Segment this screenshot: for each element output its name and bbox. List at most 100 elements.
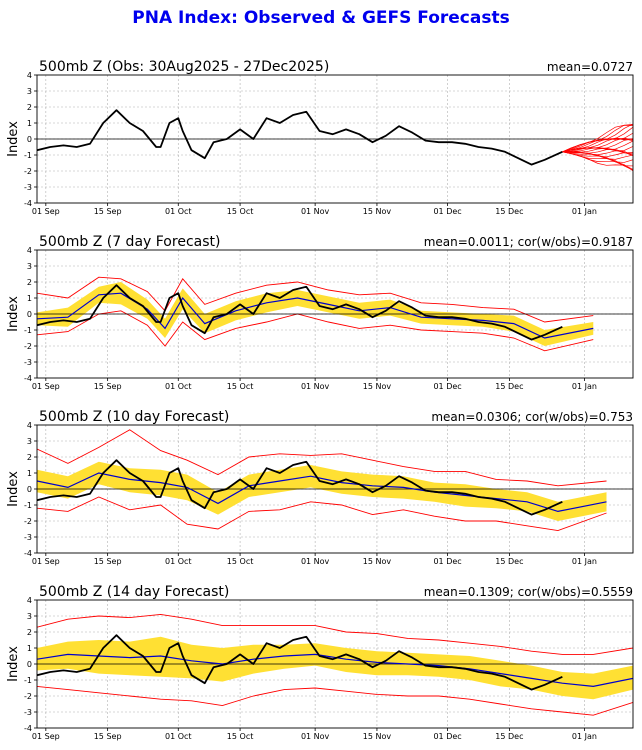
ensemble-mean-line <box>37 292 594 339</box>
y-tick-label: -1 <box>24 326 32 335</box>
x-tick-label: 15 Nov <box>363 732 392 741</box>
y-tick-label: 3 <box>27 87 32 96</box>
x-tick-label: 15 Sep <box>94 557 122 566</box>
x-tick-label: 15 Dec <box>495 557 523 566</box>
y-tick-label: 1 <box>27 294 32 303</box>
panel-stats: mean=0.1309; cor(w/obs)=0.5559 <box>424 585 633 599</box>
x-tick-label: 01 Dec <box>433 207 461 216</box>
gefs-member-line <box>562 151 633 160</box>
x-tick-label: 01 Sep <box>32 207 60 216</box>
y-tick-label: -3 <box>24 533 32 542</box>
ensemble-min-line <box>37 685 633 716</box>
panel-title: 500mb Z (7 day Forecast) <box>39 234 220 250</box>
x-tick-label: 15 Sep <box>94 207 122 216</box>
x-tick-label: 15 Dec <box>495 382 523 391</box>
x-tick-label: 01 Dec <box>433 732 461 741</box>
x-tick-label: 01 Jan <box>572 382 597 391</box>
y-tick-label: 2 <box>27 103 32 112</box>
x-tick-label: 01 Nov <box>301 207 330 216</box>
ensemble-spread-band <box>37 636 633 700</box>
y-tick-label: 2 <box>27 453 32 462</box>
x-tick-label: 15 Sep <box>94 732 122 741</box>
panel-title: 500mb Z (10 day Forecast) <box>39 409 229 425</box>
ensemble-max-line <box>37 613 633 655</box>
panel-stats: mean=0.0306; cor(w/obs)=0.753 <box>431 410 633 424</box>
panel-1: 500mb Z (Obs: 30Aug2025 - 27Dec2025) mean… <box>6 59 634 216</box>
x-tick-label: 15 Nov <box>363 207 392 216</box>
x-tick-label: 15 Dec <box>495 207 523 216</box>
x-tick-label: 15 Sep <box>94 382 122 391</box>
y-tick-label: 4 <box>27 421 32 430</box>
gefs-member-line <box>562 124 633 153</box>
x-tick-label: 01 Jan <box>572 557 597 566</box>
x-tick-label: 01 Dec <box>433 382 461 391</box>
y-tick-label: -4 <box>24 374 32 383</box>
y-axis-label: Index <box>6 646 21 682</box>
y-tick-label: -1 <box>24 676 32 685</box>
x-tick-label: 01 Sep <box>32 557 60 566</box>
y-tick-label: -4 <box>24 199 32 208</box>
x-tick-label: 15 Oct <box>227 207 254 216</box>
plot-data <box>37 613 633 716</box>
y-tick-label: -2 <box>24 167 32 176</box>
ensemble-max-line <box>37 429 607 487</box>
x-tick-label: 01 Nov <box>301 557 330 566</box>
y-tick-label: -2 <box>24 342 32 351</box>
plot-frame <box>36 74 634 204</box>
y-tick-label: 4 <box>27 71 32 80</box>
y-tick-label: -3 <box>24 358 32 367</box>
observed-line <box>37 284 563 341</box>
y-tick-label: -1 <box>24 501 32 510</box>
x-tick-label: 01 Sep <box>32 382 60 391</box>
y-tick-label: 1 <box>27 469 32 478</box>
ensemble-min-line <box>37 310 594 352</box>
y-tick-label: -3 <box>24 183 32 192</box>
x-tick-label: 01 Oct <box>165 732 192 741</box>
ensemble-spread-band <box>37 461 607 521</box>
y-tick-label: 2 <box>27 278 32 287</box>
x-tick-label: 01 Dec <box>433 557 461 566</box>
x-tick-label: 15 Oct <box>227 732 254 741</box>
plot-frame <box>36 424 634 554</box>
panel-stats: mean=0.0727 <box>547 60 633 74</box>
y-tick-label: 3 <box>27 262 32 271</box>
observed-line <box>37 459 563 516</box>
panel-title: 500mb Z (14 day Forecast) <box>39 584 229 600</box>
y-axis-label: Index <box>6 121 21 157</box>
ensemble-mean-line <box>37 653 633 688</box>
observed-line <box>37 109 563 166</box>
plot-data <box>37 429 633 532</box>
y-axis-label: Index <box>6 296 21 332</box>
x-tick-label: 15 Oct <box>227 382 254 391</box>
y-tick-label: 0 <box>27 310 32 319</box>
x-tick-label: 01 Nov <box>301 732 330 741</box>
x-tick-label: 01 Oct <box>165 207 192 216</box>
x-tick-label: 01 Jan <box>572 207 597 216</box>
plot-data <box>37 109 633 172</box>
figure-title: PNA Index: Observed & GEFS Forecasts <box>132 8 510 28</box>
y-tick-label: -2 <box>24 517 32 526</box>
x-tick-label: 01 Jan <box>572 732 597 741</box>
x-tick-label: 01 Oct <box>165 382 192 391</box>
ensemble-mean-line <box>37 472 607 513</box>
y-tick-label: 0 <box>27 485 32 494</box>
gefs-member-line <box>562 126 633 153</box>
x-tick-label: 01 Oct <box>165 557 192 566</box>
panel-4: 500mb Z (14 day Forecast) mean=0.1309; co… <box>6 584 634 741</box>
y-tick-label: 4 <box>27 596 32 605</box>
gefs-member-line <box>562 147 633 154</box>
x-tick-label: 15 Nov <box>363 557 392 566</box>
panel-stats: mean=0.0011; cor(w/obs)=0.9187 <box>424 235 633 249</box>
y-tick-label: 3 <box>27 612 32 621</box>
panel-2: 500mb Z (7 day Forecast) mean=0.0011; cor… <box>6 234 634 391</box>
plot-frame <box>36 599 634 729</box>
x-tick-label: 01 Nov <box>301 382 330 391</box>
y-tick-label: 0 <box>27 660 32 669</box>
y-axis-label: Index <box>6 471 21 507</box>
y-tick-label: 0 <box>27 135 32 144</box>
y-tick-label: -4 <box>24 549 32 558</box>
y-tick-label: -3 <box>24 708 32 717</box>
x-tick-label: 15 Nov <box>363 382 392 391</box>
y-tick-label: -2 <box>24 692 32 701</box>
